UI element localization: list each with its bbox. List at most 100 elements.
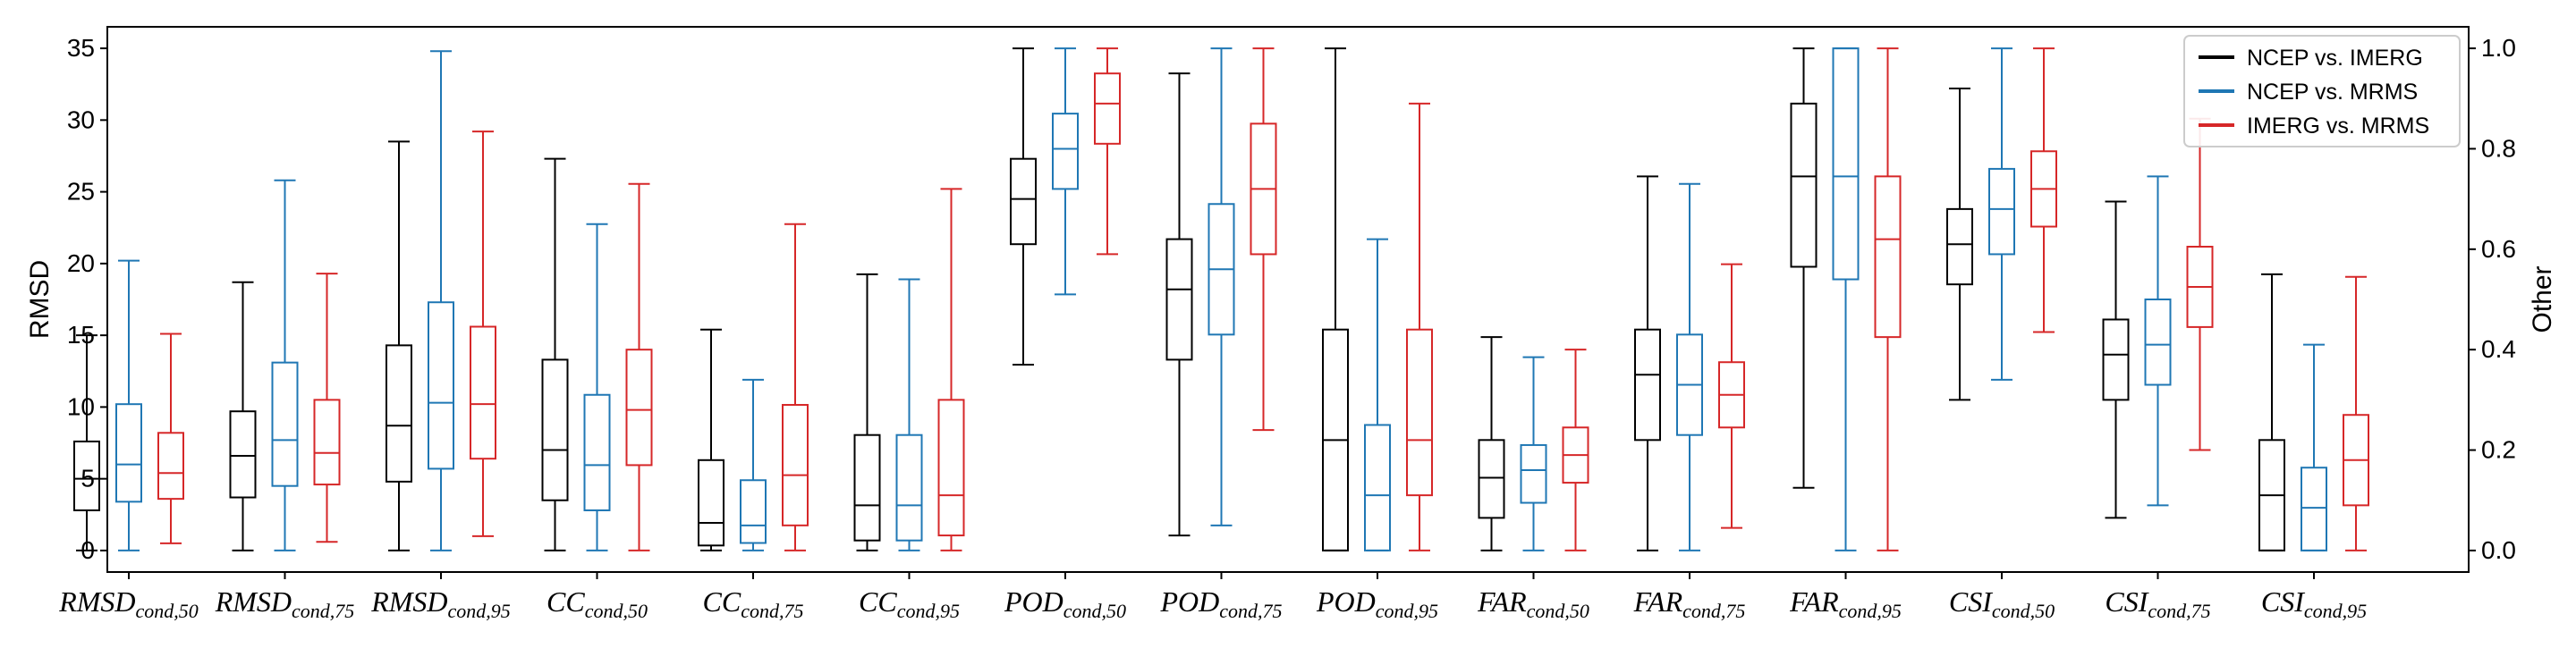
box-iqr xyxy=(73,440,100,511)
box-iqr xyxy=(1052,113,1079,190)
x-tick-label: CCcond,95 xyxy=(859,585,960,622)
y-left-tick-label: 0 xyxy=(80,536,95,564)
box-3-12 xyxy=(1874,47,1902,551)
box-iqr xyxy=(386,344,412,483)
box-1-8 xyxy=(1165,72,1193,537)
box-2-11 xyxy=(1676,182,1703,551)
box-iqr xyxy=(1478,439,1505,519)
box-iqr xyxy=(2144,299,2172,386)
box-2-9 xyxy=(1364,238,1391,551)
box-iqr xyxy=(271,361,299,487)
box-1-6 xyxy=(853,273,881,551)
y-left-tick-label: 35 xyxy=(67,34,95,62)
box-iqr xyxy=(428,301,454,470)
box-iqr xyxy=(895,433,923,542)
box-3-6 xyxy=(937,188,965,551)
box-iqr xyxy=(541,358,569,501)
box-1-9 xyxy=(1322,47,1349,551)
box-1-15 xyxy=(2258,273,2285,551)
box-3-10 xyxy=(1562,349,1589,551)
box-iqr xyxy=(853,433,881,542)
box-1-12 xyxy=(1790,47,1818,489)
box-3-11 xyxy=(1718,263,1745,529)
box-iqr xyxy=(1010,157,1037,246)
box-iqr xyxy=(740,479,767,544)
box-2-10 xyxy=(1520,356,1547,551)
box-3-4 xyxy=(625,182,653,551)
box-iqr xyxy=(1790,102,1818,268)
x-tick-label: CSIcond,75 xyxy=(2105,585,2210,622)
box-1-5 xyxy=(698,328,724,551)
y-right-tick-label: 0.6 xyxy=(2481,235,2516,263)
x-tick-label: CCcond,50 xyxy=(547,585,648,622)
box-iqr xyxy=(1165,238,1193,361)
y-right-tick-label: 0.4 xyxy=(2481,335,2516,363)
box-2-13 xyxy=(1988,47,2015,381)
box-2-1 xyxy=(115,259,142,551)
box-iqr xyxy=(1406,328,1433,497)
box-1-14 xyxy=(2102,200,2130,519)
box-3-8 xyxy=(1250,47,1277,432)
y-left-tick-label: 10 xyxy=(67,392,95,420)
box-iqr xyxy=(1874,175,1902,339)
x-tick-label: CCcond,75 xyxy=(703,585,804,622)
legend: NCEP vs. IMERG NCEP vs. MRMS IMERG vs. MRM… xyxy=(2183,35,2461,147)
y-left-tick-label: 15 xyxy=(67,321,95,349)
box-1-11 xyxy=(1634,175,1661,551)
box-iqr xyxy=(1364,424,1391,551)
legend-label-3: IMERG vs. MRMS xyxy=(2247,114,2429,139)
box-2-15 xyxy=(2301,343,2327,551)
y-right-tick-label: 0.0 xyxy=(2481,536,2516,564)
box-3-9 xyxy=(1406,102,1433,551)
box-3-2 xyxy=(313,273,341,543)
y-left-tick-label: 20 xyxy=(67,249,95,277)
box-1-13 xyxy=(1946,88,1973,401)
y-left-tick-label: 30 xyxy=(67,105,95,133)
x-tick-label: FARcond,95 xyxy=(1789,585,1902,622)
box-iqr xyxy=(1634,328,1661,442)
box-1-1 xyxy=(73,334,100,551)
box-3-1 xyxy=(157,332,184,544)
box-1-10 xyxy=(1478,336,1505,551)
box-iqr xyxy=(1094,72,1121,145)
legend-box xyxy=(2183,35,2461,147)
box-2-3 xyxy=(428,50,454,551)
box-iqr xyxy=(782,403,809,526)
x-tick-label: PODcond,75 xyxy=(1159,585,1282,622)
box-iqr xyxy=(583,393,611,511)
box-2-2 xyxy=(271,179,299,551)
box-3-15 xyxy=(2343,275,2369,551)
x-tick-label: RMSDcond,50 xyxy=(58,585,199,622)
box-iqr xyxy=(1832,47,1860,281)
box-3-3 xyxy=(470,130,496,537)
y-right-axis-title: Other xyxy=(2528,265,2557,332)
x-tick-label: PODcond,50 xyxy=(1004,585,1126,622)
x-tick-label: RMSDcond,95 xyxy=(370,585,511,622)
box-1-7 xyxy=(1010,47,1037,366)
box-iqr xyxy=(1520,443,1547,504)
x-tick-label: FARcond,75 xyxy=(1633,585,1746,622)
y-right-tick-label: 0.8 xyxy=(2481,134,2516,162)
box-iqr xyxy=(1946,207,1973,286)
box-2-12 xyxy=(1832,47,1860,551)
box-1-3 xyxy=(386,140,412,551)
box-iqr xyxy=(2102,318,2130,401)
box-2-5 xyxy=(740,378,767,551)
box-iqr xyxy=(115,403,142,503)
box-2-7 xyxy=(1052,47,1079,296)
box-3-7 xyxy=(1094,47,1121,256)
box-2-6 xyxy=(895,278,923,551)
x-tick-label: FARcond,50 xyxy=(1477,585,1589,622)
box-iqr xyxy=(157,432,184,501)
legend-label-1: NCEP vs. IMERG xyxy=(2247,46,2423,71)
axes-layer: 0 5 10 15 20 25 30 35 0.0 0.2 0.4 0.6 0.8 1.0 RMSD Othe… xyxy=(25,26,2557,622)
x-tick-label: CSIcond,95 xyxy=(2261,585,2367,622)
box-iqr xyxy=(937,399,965,537)
box-3-13 xyxy=(2030,47,2057,333)
box-2-8 xyxy=(1208,47,1235,526)
box-iqr xyxy=(625,349,653,467)
box-2-4 xyxy=(583,223,611,551)
x-tick-label: RMSDcond,75 xyxy=(215,585,355,622)
